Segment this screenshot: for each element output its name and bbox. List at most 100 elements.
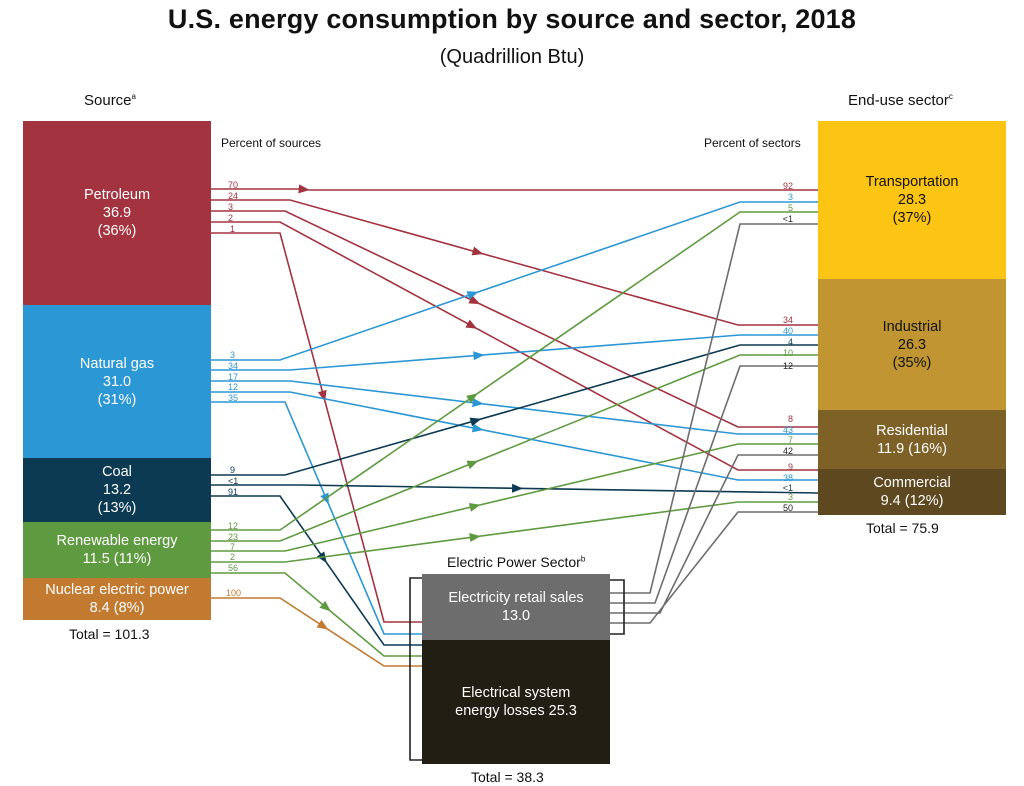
electric-losses-box: Electrical system energy losses 25.3	[422, 640, 610, 764]
flow-renewable-transportation	[211, 211, 818, 531]
flow-gas-commercial	[211, 391, 818, 481]
electric-losses-value: energy losses 25.3	[455, 703, 577, 719]
sector-header-text: End-use sector	[848, 92, 949, 109]
pct-coal-commercial: <1	[228, 476, 238, 486]
source-total: Total = 101.3	[69, 626, 150, 642]
pct-commercial-petroleum: 9	[788, 462, 793, 472]
pct-renewable-transportation: 12	[228, 521, 238, 531]
pct-nuclear-electric: 100	[226, 588, 241, 598]
flow-gas-residential-arrow	[472, 398, 484, 408]
electric-retail-label: Electricity retail sales	[448, 590, 584, 606]
electric-power-header-footnote: b	[580, 554, 586, 564]
bracket-losses	[409, 577, 422, 761]
flow-gas-transportation-arrow	[466, 291, 479, 300]
sector-box-residential: Residential 11.9 (16%)	[818, 410, 1006, 469]
sector-value-industrial: 26.3	[897, 336, 927, 353]
percent-of-sources-label: Percent of sources	[221, 136, 322, 150]
sector-header: End-use sectorc	[848, 92, 953, 109]
source-pct-natural-gas: (31%)	[97, 391, 137, 408]
flow-gas-electric	[211, 401, 422, 635]
source-name-renewable: Renewable energy	[56, 533, 178, 549]
flow-coal-commercial	[211, 484, 819, 494]
source-name-petroleum: Petroleum	[83, 187, 151, 203]
source-name-coal: Coal	[102, 464, 132, 480]
sector-value-commercial: 9.4 (12%)	[880, 493, 944, 509]
pct-renewable-commercial: 2	[230, 552, 235, 562]
source-header-footnote: a	[131, 92, 136, 101]
flow-electric-transportation	[610, 223, 818, 594]
pct-petroleum-transportation: 70	[228, 180, 238, 190]
source-name-nuclear: Nuclear electric power	[45, 582, 189, 598]
flow-petroleum-residential	[211, 210, 818, 428]
flow-petroleum-transportation-arrow	[298, 184, 310, 194]
flow-petroleum-industrial-arrow	[471, 246, 484, 256]
flow-gas-residential	[211, 380, 818, 435]
sector-name-commercial: Commercial	[873, 475, 951, 491]
pct-industrial-renewable: 10	[783, 348, 793, 358]
pct-commercial-electric: 50	[783, 503, 793, 513]
pct-transportation-gas: 3	[788, 192, 793, 202]
electric-power-header-text: Electric Power Sector	[447, 554, 581, 570]
pct-industrial-petroleum: 34	[783, 315, 793, 325]
source-value-petroleum: 36.9	[102, 205, 132, 221]
percent-of-sectors-label: Percent of sectors	[704, 136, 801, 150]
pct-industrial-gas: 40	[783, 326, 793, 336]
pct-coal-electric: 91	[228, 487, 238, 497]
source-value-nuclear: 8.4 (8%)	[89, 600, 145, 616]
flow-renewable-residential	[211, 443, 818, 552]
source-box-coal: Coal 13.2 (13%)	[23, 458, 211, 522]
flow-petroleum-electric-arrow	[317, 389, 327, 402]
sector-name-residential: Residential	[876, 422, 948, 439]
pct-gas-transportation: 3	[230, 350, 235, 360]
flow-petroleum-commercial-arrow	[465, 319, 478, 329]
electric-retail-sales-box: Electricity retail sales 13.0	[422, 574, 610, 640]
sector-total: Total = 75.9	[866, 520, 939, 536]
source-box-nuclear: Nuclear electric power 8.4 (8%)	[23, 578, 211, 620]
pct-industrial-electric: 12	[783, 361, 793, 371]
source-value-natural-gas: 31.0	[102, 373, 132, 390]
source-pct-petroleum: (36%)	[97, 223, 137, 239]
pct-residential-petroleum: 8	[788, 414, 793, 424]
flow-electric-residential	[610, 454, 818, 614]
electric-losses-label: Electrical system	[461, 685, 571, 701]
pct-renewable-industrial: 23	[228, 532, 238, 542]
flow-renewable-commercial-arrow	[469, 533, 481, 542]
pct-commercial-coal: <1	[783, 483, 793, 493]
flow-renewable-transportation-arrow	[466, 393, 478, 404]
sector-name-industrial: Industrial	[882, 318, 942, 335]
pct-commercial-gas: 38	[783, 473, 793, 483]
sector-value-residential: 11.9 (16%)	[877, 440, 947, 457]
flow-renewable-electric-arrow	[319, 600, 331, 612]
flow-renewable-electric	[211, 572, 422, 657]
pct-gas-industrial: 34	[228, 361, 238, 371]
electric-total: Total = 38.3	[471, 769, 544, 785]
chart-title: U.S. energy consumption by source and se…	[167, 4, 857, 34]
flow-renewable-residential-arrow	[468, 502, 481, 512]
pct-renewable-residential: 7	[230, 542, 235, 552]
pct-industrial-coal: 4	[788, 337, 793, 347]
flow-gas-commercial-arrow	[471, 423, 484, 433]
source-name-natural-gas: Natural gas	[79, 355, 155, 372]
source-value-renewable: 11.5 (11%)	[82, 551, 152, 567]
sector-header-footnote: c	[948, 92, 953, 101]
sector-pct-industrial: (35%)	[892, 354, 932, 371]
source-box-natural-gas: Natural gas 31.0 (31%)	[23, 305, 211, 458]
pct-petroleum-residential: 3	[228, 202, 233, 212]
sector-box-commercial: Commercial 9.4 (12%)	[818, 469, 1006, 515]
pct-transportation-electric: <1	[783, 214, 793, 224]
pct-coal-industrial: 9	[230, 465, 235, 475]
flow-petroleum-electric	[211, 232, 422, 623]
flow-gas-industrial-arrow	[473, 351, 485, 361]
flow-coal-commercial-arrow	[511, 483, 524, 493]
sector-box-transportation: Transportation 28.3 (37%)	[818, 121, 1006, 279]
electric-retail-value: 13.0	[501, 608, 531, 624]
electric-power-header: Electric Power Sectorb	[447, 554, 585, 570]
pct-petroleum-electric: 1	[230, 224, 235, 234]
pct-residential-electric: 42	[783, 446, 793, 456]
flow-electric-commercial	[610, 511, 818, 624]
pct-petroleum-commercial: 2	[228, 213, 233, 223]
flow-renewable-industrial-arrow	[466, 460, 479, 470]
flow-renewable-industrial	[211, 354, 818, 542]
pct-residential-gas: 43	[783, 425, 793, 435]
flow-coal-industrial-arrow	[469, 417, 482, 427]
